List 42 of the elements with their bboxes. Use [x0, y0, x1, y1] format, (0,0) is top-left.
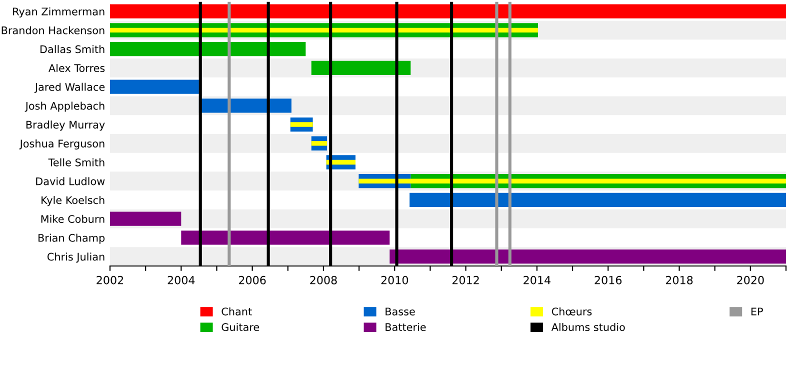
y-tick-label: Bradley Murray [26, 120, 105, 131]
bar [311, 60, 411, 75]
y-tick-label: David Ludlow [36, 177, 105, 186]
bar [110, 4, 786, 18]
bar [110, 212, 182, 226]
legend-label: Basse [386, 308, 415, 316]
y-tick-label: Brian Champ [38, 234, 105, 244]
y-tick-label: Mike Coburn [41, 214, 104, 223]
y-tick-label: Telle Smith [48, 158, 104, 166]
y-tick-label: Josh Applebach [24, 102, 104, 112]
bar [110, 80, 199, 94]
x-tick-label: 2008 [310, 276, 337, 284]
bar [358, 178, 786, 184]
bar [410, 192, 786, 208]
x-tick-label: 2010 [381, 276, 408, 284]
x-tick-label: 2020 [737, 276, 764, 284]
bar [110, 28, 538, 33]
y-tick-label: Ryan Zimmerman [13, 7, 104, 18]
x-tick-label: 2012 [452, 276, 479, 284]
legend-label: Batterie [386, 322, 426, 332]
bar [290, 122, 313, 127]
y-tick-label: Chris Julian [47, 252, 104, 263]
x-tick-label: 2004 [168, 276, 195, 284]
legend-label: Guitare [222, 322, 260, 332]
y-tick-label: Jared Wallace [34, 82, 105, 93]
bar [181, 230, 390, 245]
legend-label: Albums studio [551, 322, 625, 332]
y-tick-label: Alex Torres [48, 64, 105, 72]
bar [110, 42, 306, 56]
legend-label: Chœurs [552, 307, 592, 316]
x-tick-label: 2016 [594, 276, 622, 284]
legend-label: Chant [222, 307, 252, 316]
bar [311, 141, 328, 146]
x-tick-label: 2006 [238, 276, 266, 284]
x-tick-label: 2014 [524, 276, 550, 284]
y-tick-label: Brandon Hackenson [2, 26, 104, 34]
y-tick-label: Joshua Ferguson [19, 139, 104, 150]
x-tick-label: 2002 [96, 276, 124, 284]
y-tick-label: Dallas Smith [40, 45, 104, 54]
x-tick-label: 2018 [666, 276, 693, 284]
y-tick-label: Kyle Koelsch [42, 196, 104, 206]
legend-label: EP [751, 308, 763, 316]
